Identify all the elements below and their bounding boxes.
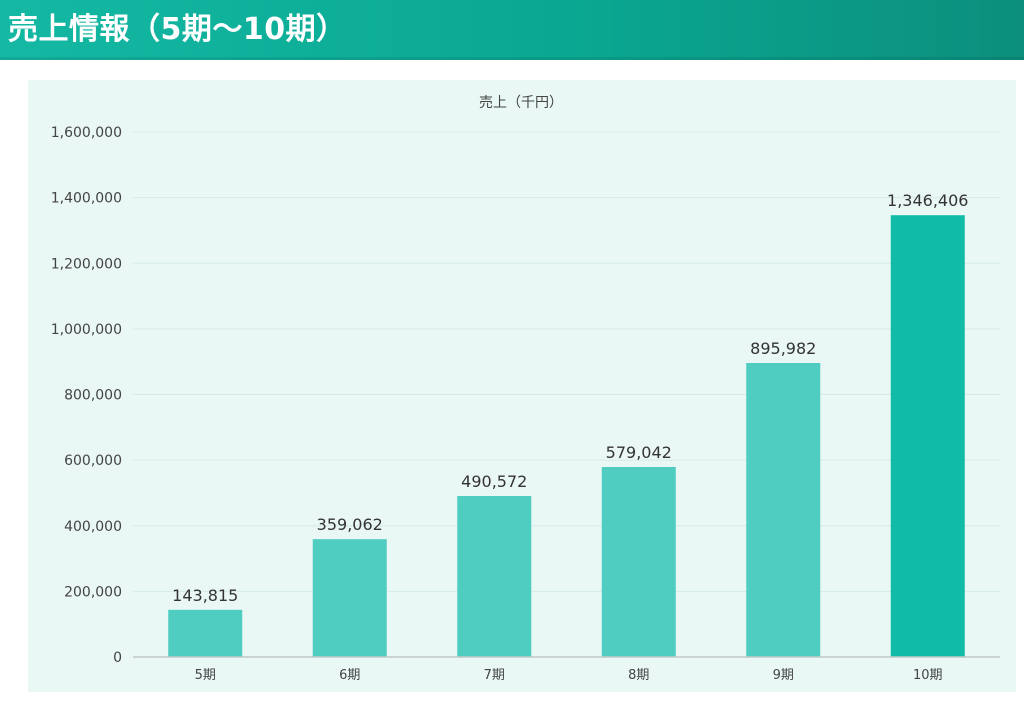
bar [168,609,243,657]
x-tick-label: 9期 [773,668,794,683]
y-tick-label: 800,000 [64,388,122,404]
y-tick-label: 1,600,000 [51,125,122,141]
y-tick-label: 1,400,000 [51,191,122,207]
value-labels: 143,815 359,062 490,572 579,042 895,982 1,346… [172,191,968,605]
y-tick-label: 600,000 [64,453,122,469]
x-tick-label: 8期 [628,668,649,683]
bar [601,467,676,657]
y-tick-label: 400,000 [64,519,122,535]
bar [312,539,387,657]
x-tick-label: 7期 [484,668,505,683]
y-tick-label: 1,200,000 [51,256,122,272]
value-label: 490,572 [461,472,527,491]
bar [890,215,965,658]
x-axis-ticks: 5期 6期 7期 8期 9期 10期 [195,668,943,683]
x-tick-label: 6期 [339,668,360,683]
y-tick-label: 1,000,000 [51,322,122,338]
y-axis-ticks: 0 200,000 400,000 600,000 800,000 1,000,000 1,… [51,125,122,666]
value-label: 143,815 [172,586,238,605]
bar [746,363,821,657]
page-header: 売上情報（5期～10期） [0,0,1024,60]
sales-bar-chart: 売上（千円） 0 200,000 400,000 600,000 800,000 1,00… [51,95,1000,683]
bar [457,496,532,657]
page-title: 売上情報（5期～10期） [8,12,347,47]
y-tick-label: 200,000 [64,584,122,600]
grid-lines [133,131,1000,592]
y-tick-label: 0 [113,650,122,666]
value-label: 895,982 [750,339,816,358]
sales-chart-panel: 売上（千円） 0 200,000 400,000 600,000 800,000 1,00… [28,80,1016,692]
x-tick-label: 5期 [195,668,216,683]
chart-title: 売上（千円） [479,95,563,111]
value-label: 359,062 [317,515,383,534]
value-label: 1,346,406 [887,191,968,210]
value-label: 579,042 [606,443,672,462]
x-tick-label: 10期 [913,668,943,683]
bars [168,215,965,658]
